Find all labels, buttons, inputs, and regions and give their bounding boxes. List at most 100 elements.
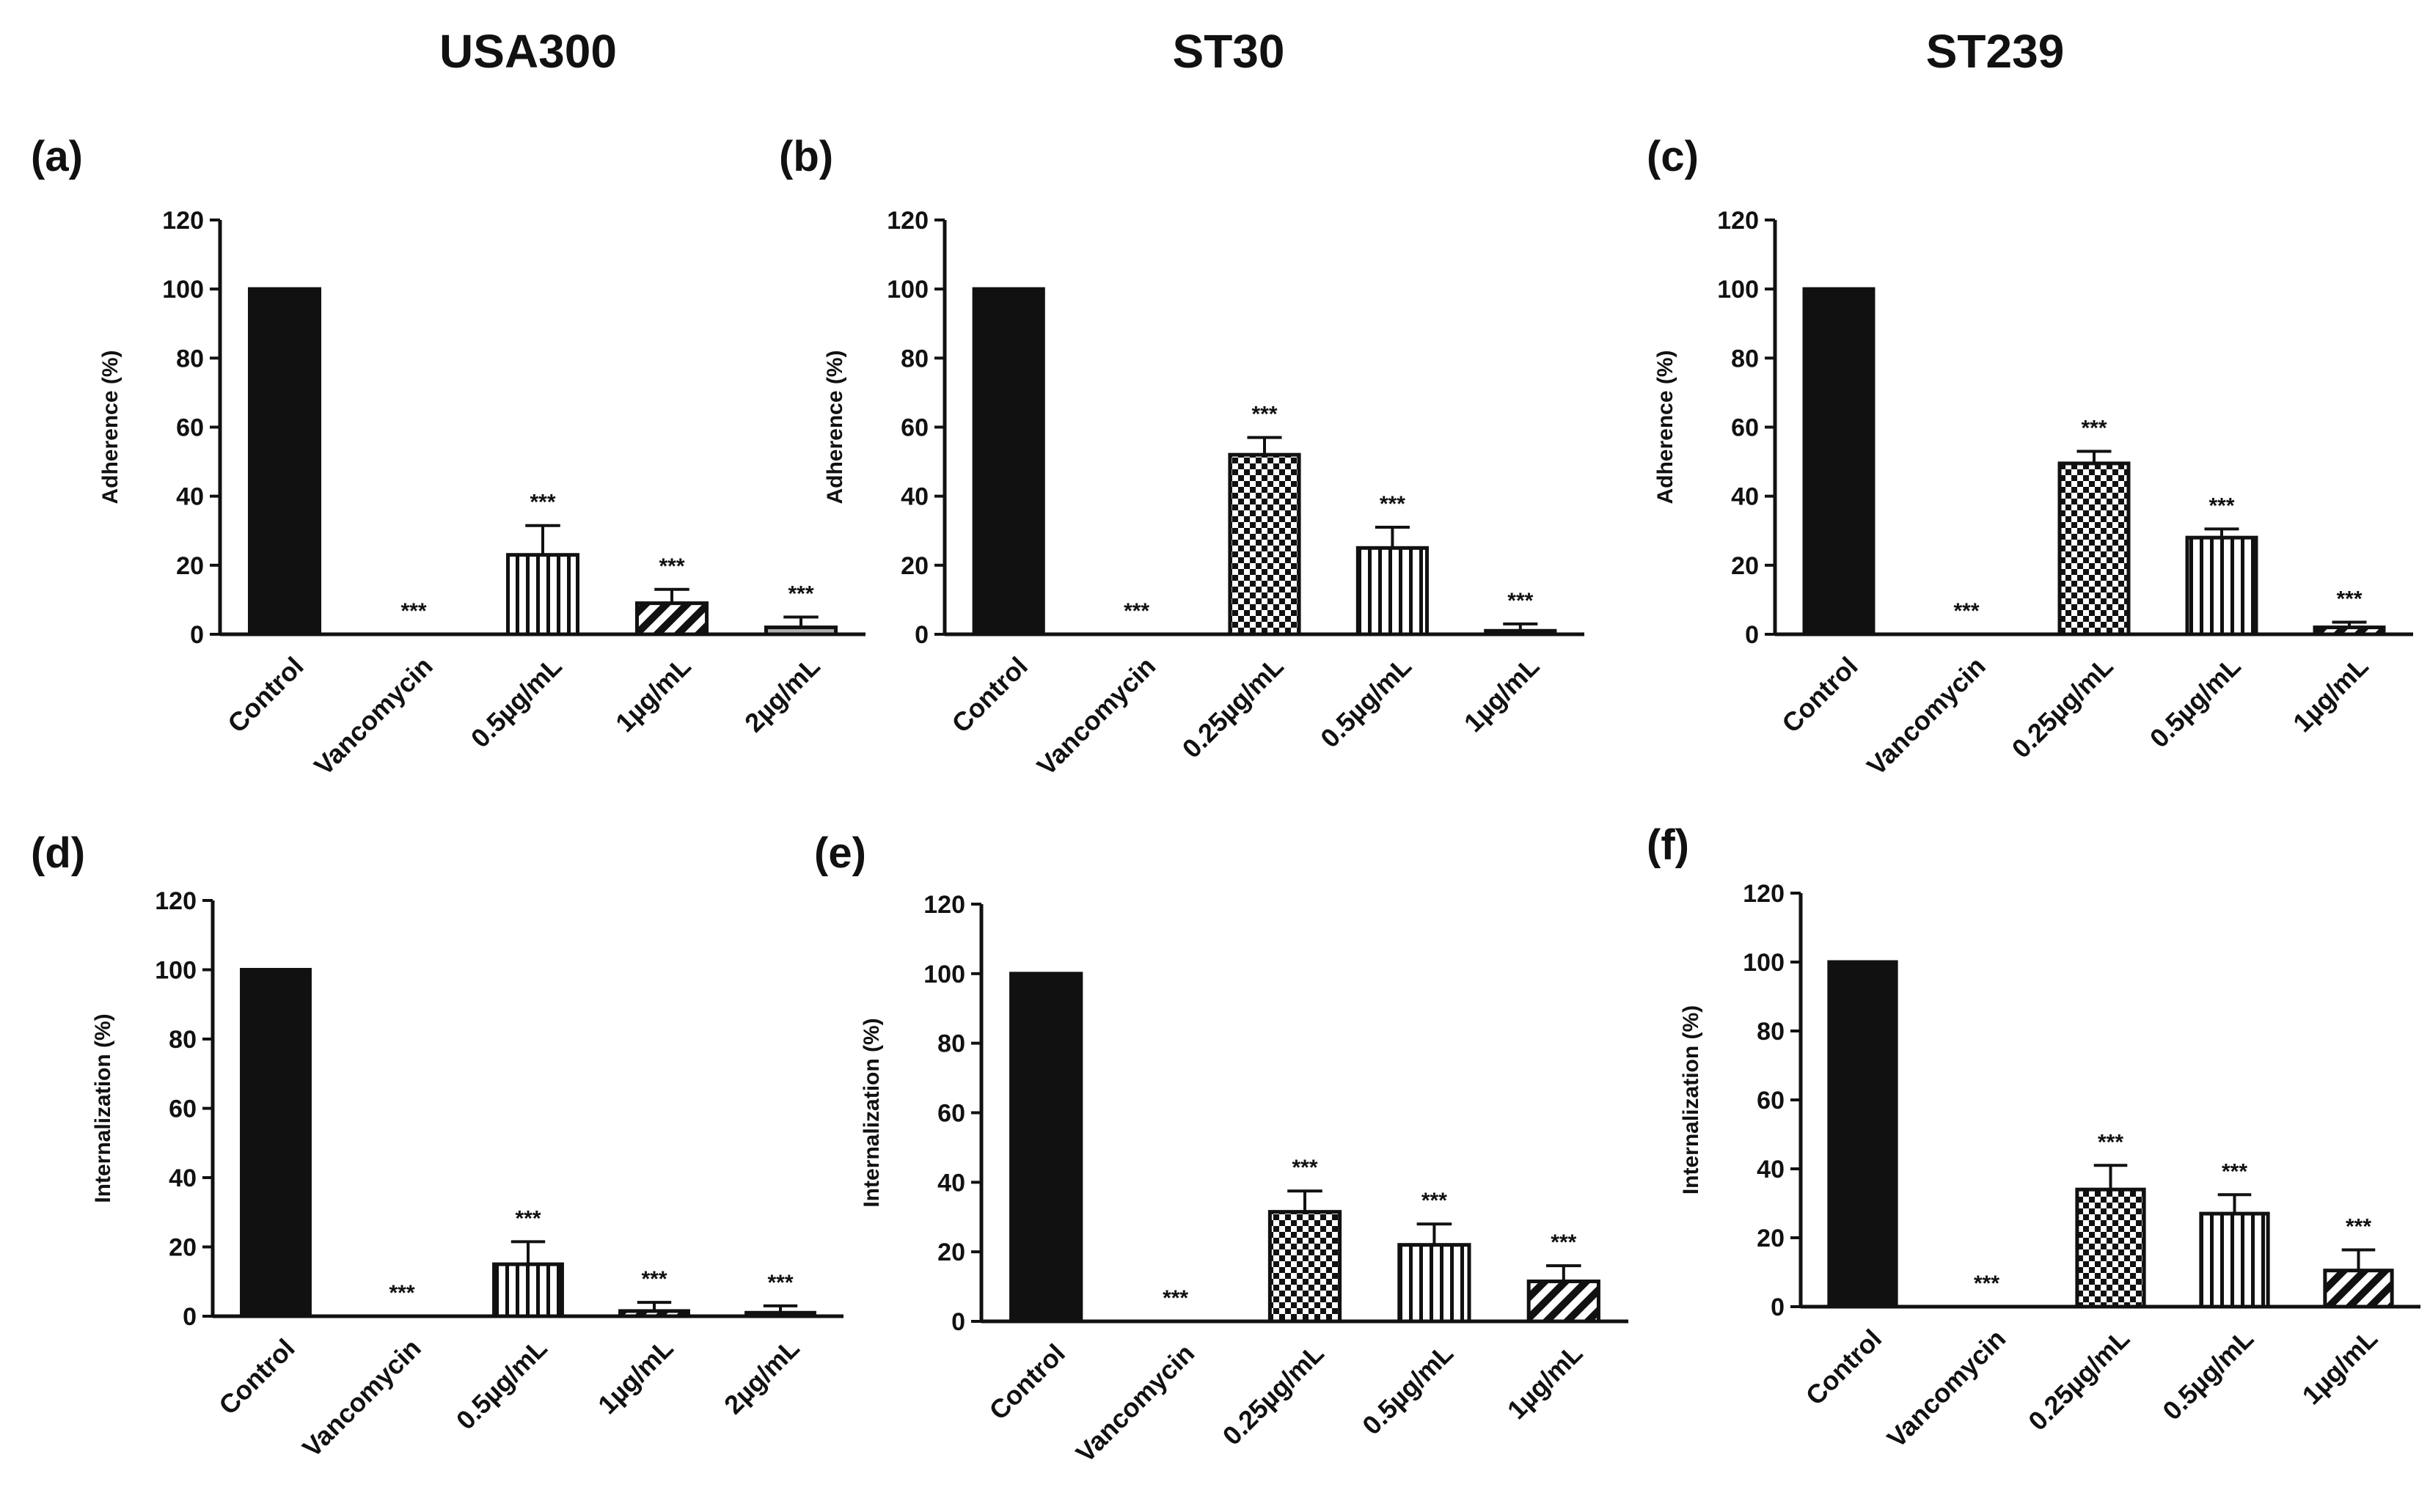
y-tick-label-20: 20: [176, 552, 204, 580]
y-axis-label: Internalization (%): [91, 1013, 115, 1203]
y-tick-label-80: 80: [937, 1030, 965, 1058]
y-axis-label: Adherence (%): [823, 350, 847, 504]
significance-0-5ug-ml: ***: [1380, 492, 1405, 516]
bar-0-25ug-ml: [2057, 461, 2131, 636]
y-tick-label-100: 100: [155, 957, 197, 985]
y-tick-label-20: 20: [1731, 552, 1759, 580]
bar-0-5ug-ml: [2185, 535, 2258, 636]
y-tick-label-20: 20: [901, 552, 929, 580]
significance-0-25ug-ml: ***: [1251, 403, 1277, 427]
panel-label-f: (f): [1647, 821, 1689, 869]
category-label-vancomycin: Vancomycin: [296, 1333, 427, 1464]
category-label-1ug-ml: 1µg/mL: [2297, 1324, 2384, 1411]
category-label-0-25ug-ml: 0.25µg/mL: [1176, 651, 1289, 764]
significance-1ug-ml: ***: [2346, 1214, 2371, 1238]
bar-1ug-ml: [2323, 1269, 2394, 1309]
column-title-st239: ST239: [1926, 25, 2065, 78]
category-label-vancomycin: Vancomycin: [1070, 1338, 1201, 1469]
significance-1ug-ml: ***: [659, 554, 684, 579]
y-axis-label: Adherence (%): [1653, 350, 1677, 504]
significance-vancomycin: ***: [1124, 599, 1149, 623]
bar-control: [240, 968, 312, 1318]
panel-label-a: (a): [31, 133, 83, 180]
category-label-2ug-ml: 2µg/mL: [718, 1333, 805, 1420]
chart-panels: (a) 0 20 40 60 80 100 120 Adherence (%) Control **…: [31, 133, 2420, 1468]
panel-label-b: (b): [779, 133, 833, 180]
y-tick-label-120: 120: [923, 891, 965, 919]
y-tick-label-40: 40: [176, 483, 204, 511]
y-tick-label-80: 80: [176, 345, 204, 373]
y-axis-label: Internalization (%): [1679, 1005, 1703, 1194]
bar-2ug-ml: [764, 625, 838, 636]
bar-1ug-ml: [634, 601, 709, 636]
y-tick-label-60: 60: [1757, 1087, 1785, 1115]
y-tick-label-20: 20: [169, 1234, 197, 1262]
y-axis-label: Internalization (%): [860, 1018, 884, 1207]
y-tick-label-120: 120: [1743, 880, 1785, 908]
bar-0-5ug-ml: [492, 1262, 564, 1318]
category-label-vancomycin: Vancomycin: [1881, 1324, 2012, 1454]
y-tick-label-60: 60: [176, 414, 204, 442]
category-label-vancomycin: Vancomycin: [308, 651, 439, 782]
bar-control: [1009, 972, 1083, 1324]
category-label-control: Control: [222, 651, 309, 738]
significance-0-25ug-ml: ***: [2081, 416, 2107, 440]
category-label-control: Control: [213, 1333, 300, 1420]
category-label-1ug-ml: 1µg/mL: [1458, 651, 1545, 738]
significance-0-25ug-ml: ***: [2098, 1130, 2123, 1154]
bar-0-5ug-ml: [2199, 1211, 2270, 1309]
significance-vancomycin: ***: [400, 599, 426, 623]
significance-1ug-ml: ***: [1507, 589, 1533, 613]
chart-panel-a: (a) 0 20 40 60 80 100 120 Adherence (%) Control **…: [31, 133, 865, 781]
bar-1ug-ml: [618, 1309, 690, 1318]
y-tick-label-0: 0: [951, 1308, 965, 1336]
y-tick-label-60: 60: [901, 414, 929, 442]
significance-1ug-ml: ***: [1551, 1230, 1576, 1255]
chart-panel-b: (b) 0 20 40 60 80 100 120 Adherence (%) Control **…: [779, 133, 1584, 781]
bar-1ug-ml: [1484, 628, 1557, 636]
category-label-1ug-ml: 1µg/mL: [1501, 1338, 1589, 1425]
bar-1ug-ml: [1526, 1279, 1600, 1324]
panel-label-e: (e): [814, 829, 866, 877]
y-tick-label-40: 40: [1731, 483, 1759, 511]
bar-0-5ug-ml: [1355, 546, 1429, 636]
y-tick-label-100: 100: [1717, 276, 1759, 304]
y-axis-label: Adherence (%): [98, 350, 122, 504]
bar-2ug-ml: [744, 1310, 816, 1318]
category-label-0-5ug-ml: 0.5µg/mL: [1356, 1338, 1459, 1441]
y-tick-label-100: 100: [923, 961, 965, 988]
significance-0-5ug-ml: ***: [515, 1206, 541, 1230]
bar-0-25ug-ml: [2075, 1187, 2146, 1309]
y-tick-label-120: 120: [887, 207, 929, 235]
y-tick-label-80: 80: [1731, 345, 1759, 373]
y-tick-label-0: 0: [190, 621, 204, 649]
bar-control: [972, 287, 1045, 636]
significance-2ug-ml: ***: [788, 581, 813, 606]
y-tick-label-80: 80: [1757, 1018, 1785, 1046]
category-label-1ug-ml: 1µg/mL: [610, 651, 697, 738]
significance-0-5ug-ml: ***: [2208, 493, 2234, 518]
panel-label-d: (d): [31, 829, 85, 877]
significance-2ug-ml: ***: [767, 1271, 793, 1295]
y-tick-label-80: 80: [169, 1026, 197, 1054]
panel-label-c: (c): [1647, 133, 1699, 180]
chart-panel-f: (f) 0 20 40 60 80 100 120 Internalization (%) Con…: [1647, 821, 2420, 1453]
category-label-0-5ug-ml: 0.5µg/mL: [1314, 651, 1417, 754]
y-tick-label-80: 80: [901, 345, 929, 373]
category-label-control: Control: [945, 651, 1033, 738]
category-label-vancomycin: Vancomycin: [1031, 651, 1162, 782]
significance-1ug-ml: ***: [641, 1267, 667, 1291]
bar-0-25ug-ml: [1228, 452, 1301, 636]
bar-control: [247, 287, 322, 636]
y-tick-label-0: 0: [1771, 1293, 1785, 1321]
category-label-1ug-ml: 1µg/mL: [2287, 651, 2374, 738]
y-tick-label-100: 100: [887, 276, 929, 304]
y-tick-label-60: 60: [1731, 414, 1759, 442]
significance-0-5ug-ml: ***: [1421, 1189, 1447, 1213]
category-label-0-5ug-ml: 0.5µg/mL: [465, 651, 568, 754]
significance-vancomycin: ***: [389, 1281, 414, 1305]
category-label-1ug-ml: 1µg/mL: [592, 1333, 679, 1420]
bar-1ug-ml: [2313, 625, 2386, 636]
y-tick-label-100: 100: [1743, 949, 1785, 977]
